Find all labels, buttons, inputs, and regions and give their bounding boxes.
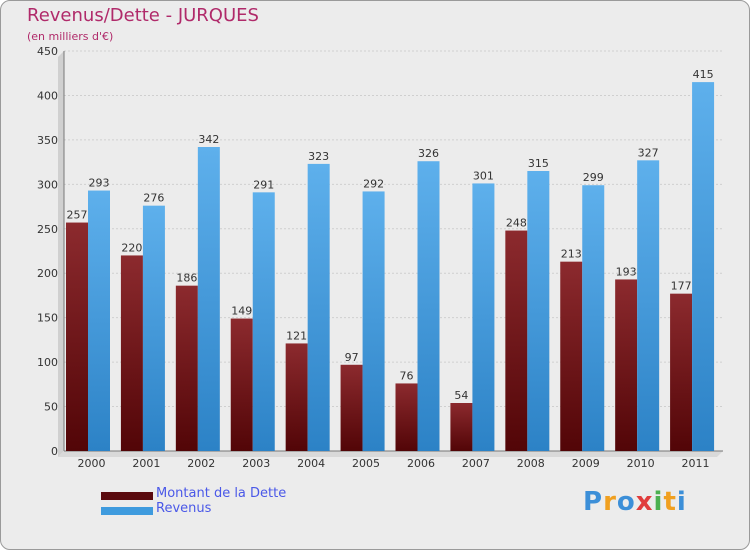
logo-letter: t	[663, 487, 677, 517]
data-label-dette: 257	[67, 209, 88, 222]
data-label-revenus: 293	[89, 177, 110, 190]
data-label-revenus: 301	[473, 169, 494, 182]
bar-revenus	[362, 191, 385, 451]
data-label-revenus: 327	[638, 146, 659, 159]
x-tick-label: 2007	[462, 457, 490, 470]
bar-dette	[395, 383, 418, 451]
chart-subtitle: (en milliers d'€)	[27, 30, 114, 43]
x-axis-depth	[58, 451, 723, 457]
bar-dette	[285, 343, 308, 451]
logo-letter: o	[616, 487, 636, 517]
bar-revenus	[527, 171, 550, 451]
y-tick-label: 400	[37, 89, 58, 102]
data-label-dette: 213	[561, 248, 582, 261]
bar-revenus	[692, 82, 715, 451]
data-label-revenus: 323	[308, 150, 329, 163]
data-label-dette: 54	[454, 389, 468, 402]
bar-revenus	[307, 163, 330, 451]
data-label-revenus: 326	[418, 147, 439, 160]
data-label-dette: 220	[121, 241, 142, 254]
y-tick-label: 50	[44, 401, 58, 414]
bar-dette	[175, 285, 198, 451]
y-tick-label: 450	[37, 45, 58, 58]
legend-label-dette: Montant de la Dette	[156, 486, 287, 501]
bar-dette	[120, 255, 143, 451]
data-label-dette: 97	[345, 351, 359, 364]
bar-revenus	[472, 183, 495, 451]
logo-letter: i	[676, 487, 687, 517]
bar-dette	[670, 293, 693, 451]
legend-swatch-dette	[101, 492, 153, 500]
y-tick-label: 0	[51, 445, 58, 458]
bar-revenus	[197, 147, 220, 451]
data-label-dette: 76	[400, 369, 414, 382]
x-tick-label: 2004	[297, 457, 325, 470]
y-tick-label: 100	[37, 356, 58, 369]
x-tick-label: 2009	[572, 457, 600, 470]
data-label-revenus: 342	[198, 133, 219, 146]
legend-label-revenus: Revenus	[156, 501, 212, 516]
x-tick-label: 2006	[407, 457, 435, 470]
data-label-dette: 149	[231, 305, 252, 318]
bar-dette	[505, 230, 528, 451]
x-tick-label: 2010	[627, 457, 655, 470]
y-tick-label: 300	[37, 178, 58, 191]
y-tick-label: 250	[37, 223, 58, 236]
data-label-dette: 177	[671, 280, 692, 293]
logo-letter: i	[653, 487, 664, 517]
bar-dette	[230, 318, 253, 451]
x-tick-label: 2011	[682, 457, 710, 470]
data-label-dette: 121	[286, 329, 307, 342]
data-label-dette: 193	[616, 265, 637, 278]
bar-dette	[560, 261, 583, 451]
x-tick-label: 2005	[352, 457, 380, 470]
y-tick-label: 350	[37, 134, 58, 147]
chart-title: Revenus/Dette - JURQUES	[27, 5, 259, 26]
x-tick-label: 2001	[132, 457, 160, 470]
x-tick-label: 2003	[242, 457, 270, 470]
data-label-revenus: 276	[143, 192, 164, 205]
data-label-dette: 186	[176, 272, 197, 285]
bar-dette	[615, 279, 638, 451]
x-tick-label: 2002	[187, 457, 215, 470]
logo-letter: x	[635, 487, 654, 517]
logo-letter: r	[603, 487, 617, 517]
bar-revenus	[88, 190, 110, 452]
bar-revenus	[637, 160, 660, 452]
bar-dette	[66, 222, 88, 451]
x-tick-label: 2000	[77, 457, 105, 470]
bar-revenus	[417, 161, 440, 451]
data-label-revenus: 299	[583, 171, 604, 184]
logo-letter: P	[583, 487, 604, 517]
legend-swatch-revenus	[101, 507, 153, 515]
data-label-dette: 248	[506, 217, 527, 230]
y-tick-label: 200	[37, 267, 58, 280]
x-tick-label: 2008	[517, 457, 545, 470]
data-label-revenus: 291	[253, 178, 274, 191]
proxiti-logo: Proxiti	[583, 487, 687, 517]
data-label-revenus: 415	[693, 68, 714, 81]
y-tick-label: 150	[37, 312, 58, 325]
bar-revenus	[582, 185, 605, 451]
bar-dette	[340, 364, 363, 451]
bar-dette	[450, 403, 473, 451]
bar-revenus	[142, 205, 165, 451]
bar-revenus	[252, 192, 275, 452]
data-label-revenus: 315	[528, 157, 549, 170]
data-label-revenus: 292	[363, 177, 384, 190]
y-axis-depth	[58, 51, 64, 457]
